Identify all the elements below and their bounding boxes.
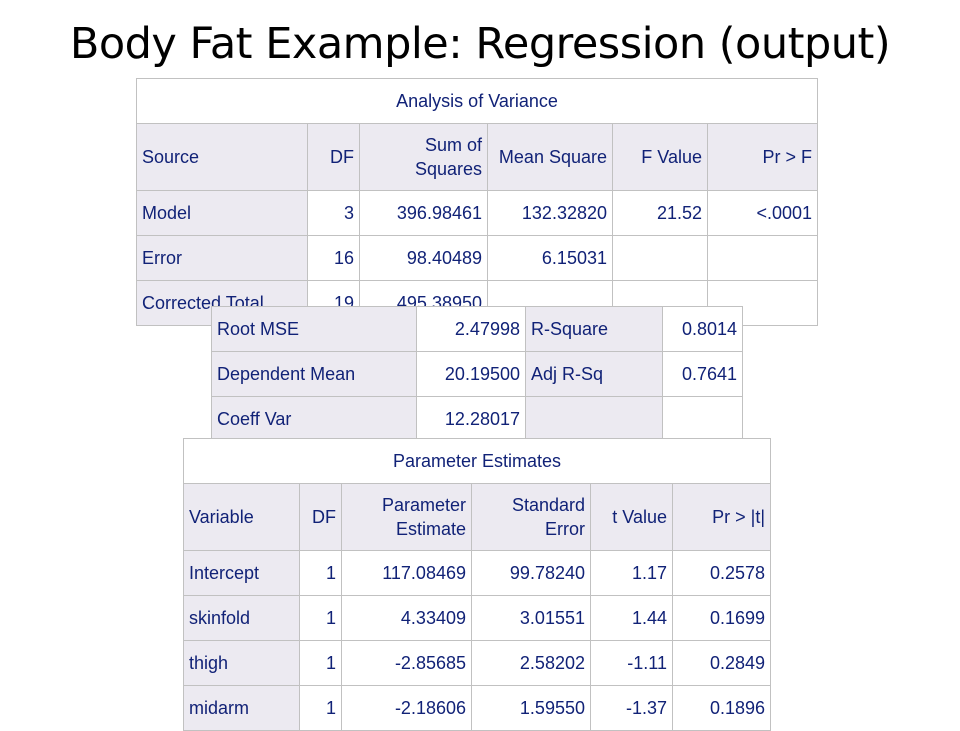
row-variable: skinfold (183, 595, 300, 641)
cell-df: 16 (307, 235, 360, 281)
cell-estimate: -2.18606 (341, 685, 472, 731)
fit-label: Dependent Mean (211, 351, 417, 397)
cell-pr-f: <.0001 (706, 190, 819, 236)
header-df: DF (299, 483, 342, 551)
fit-statistics-table: Root MSE 2.47998 R-Square 0.8014 Depende… (211, 306, 743, 442)
fit-label (525, 396, 663, 442)
cell-df: 3 (307, 190, 360, 236)
header-df: DF (307, 123, 360, 191)
table-row: thigh 1 -2.85685 2.58202 -1.11 0.2849 (183, 640, 771, 686)
header-standard-error: Standard Error (471, 483, 591, 551)
cell-df: 1 (299, 550, 342, 596)
table-row: Model 3 396.98461 132.32820 21.52 <.0001 (136, 190, 819, 236)
table-row: midarm 1 -2.18606 1.59550 -1.37 0.1896 (183, 685, 771, 731)
cell-pr-t: 0.2849 (672, 640, 771, 686)
anova-table: Analysis of Variance Source DF Sum of Sq… (135, 78, 819, 326)
cell-df: 1 (299, 595, 342, 641)
fit-label: R-Square (525, 306, 663, 352)
header-source: Source (136, 123, 308, 191)
row-source: Error (136, 235, 308, 281)
row-source: Model (136, 190, 308, 236)
cell-df: 1 (299, 640, 342, 686)
cell-sum-of-squares: 396.98461 (359, 190, 488, 236)
cell-estimate: -2.85685 (341, 640, 472, 686)
anova-caption: Analysis of Variance (135, 78, 819, 124)
header-t-value: t Value (590, 483, 673, 551)
cell-estimate: 4.33409 (341, 595, 472, 641)
fit-value: 12.28017 (416, 396, 526, 442)
cell-standard-error: 3.01551 (471, 595, 591, 641)
cell-t-value: 1.17 (590, 550, 673, 596)
header-pr-t: Pr > |t| (672, 483, 771, 551)
fit-value: 0.7641 (662, 351, 743, 397)
fit-value: 20.19500 (416, 351, 526, 397)
header-pr-f: Pr > F (706, 123, 819, 191)
cell-estimate: 117.08469 (341, 550, 472, 596)
cell-pr-t: 0.2578 (672, 550, 771, 596)
header-variable: Variable (183, 483, 300, 551)
table-row: Dependent Mean 20.19500 Adj R-Sq 0.7641 (211, 351, 743, 397)
table-row: Intercept 1 117.08469 99.78240 1.17 0.25… (183, 550, 771, 596)
cell-f-value: 21.52 (612, 190, 708, 236)
cell-t-value: -1.37 (590, 685, 673, 731)
row-variable: thigh (183, 640, 300, 686)
cell-sum-of-squares: 98.40489 (359, 235, 488, 281)
header-mean-square: Mean Square (487, 123, 613, 191)
cell-mean-square: 132.32820 (487, 190, 613, 236)
cell-mean-square: 6.15031 (487, 235, 613, 281)
fit-value (662, 396, 743, 442)
table-row: Root MSE 2.47998 R-Square 0.8014 (211, 306, 743, 352)
cell-standard-error: 2.58202 (471, 640, 591, 686)
parameter-estimates-table: Parameter Estimates Variable DF Paramete… (183, 438, 771, 731)
fit-label: Adj R-Sq (525, 351, 663, 397)
cell-f-value (612, 235, 708, 281)
row-variable: midarm (183, 685, 300, 731)
cell-standard-error: 1.59550 (471, 685, 591, 731)
header-f-value: F Value (612, 123, 708, 191)
header-parameter-estimate: Parameter Estimate (341, 483, 472, 551)
cell-pr-f (706, 235, 819, 281)
cell-df: 1 (299, 685, 342, 731)
cell-t-value: 1.44 (590, 595, 673, 641)
params-caption: Parameter Estimates (183, 438, 771, 484)
cell-pr-t: 0.1699 (672, 595, 771, 641)
header-sum-of-squares: Sum of Squares (359, 123, 488, 191)
table-row: Coeff Var 12.28017 (211, 396, 743, 442)
fit-value: 0.8014 (662, 306, 743, 352)
fit-label: Coeff Var (211, 396, 417, 442)
fit-value: 2.47998 (416, 306, 526, 352)
table-row: skinfold 1 4.33409 3.01551 1.44 0.1699 (183, 595, 771, 641)
cell-standard-error: 99.78240 (471, 550, 591, 596)
cell-t-value: -1.11 (590, 640, 673, 686)
fit-label: Root MSE (211, 306, 417, 352)
slide-title: Body Fat Example: Regression (output) (69, 19, 891, 69)
table-row: Error 16 98.40489 6.15031 (136, 235, 819, 281)
row-variable: Intercept (183, 550, 300, 596)
cell-pr-t: 0.1896 (672, 685, 771, 731)
